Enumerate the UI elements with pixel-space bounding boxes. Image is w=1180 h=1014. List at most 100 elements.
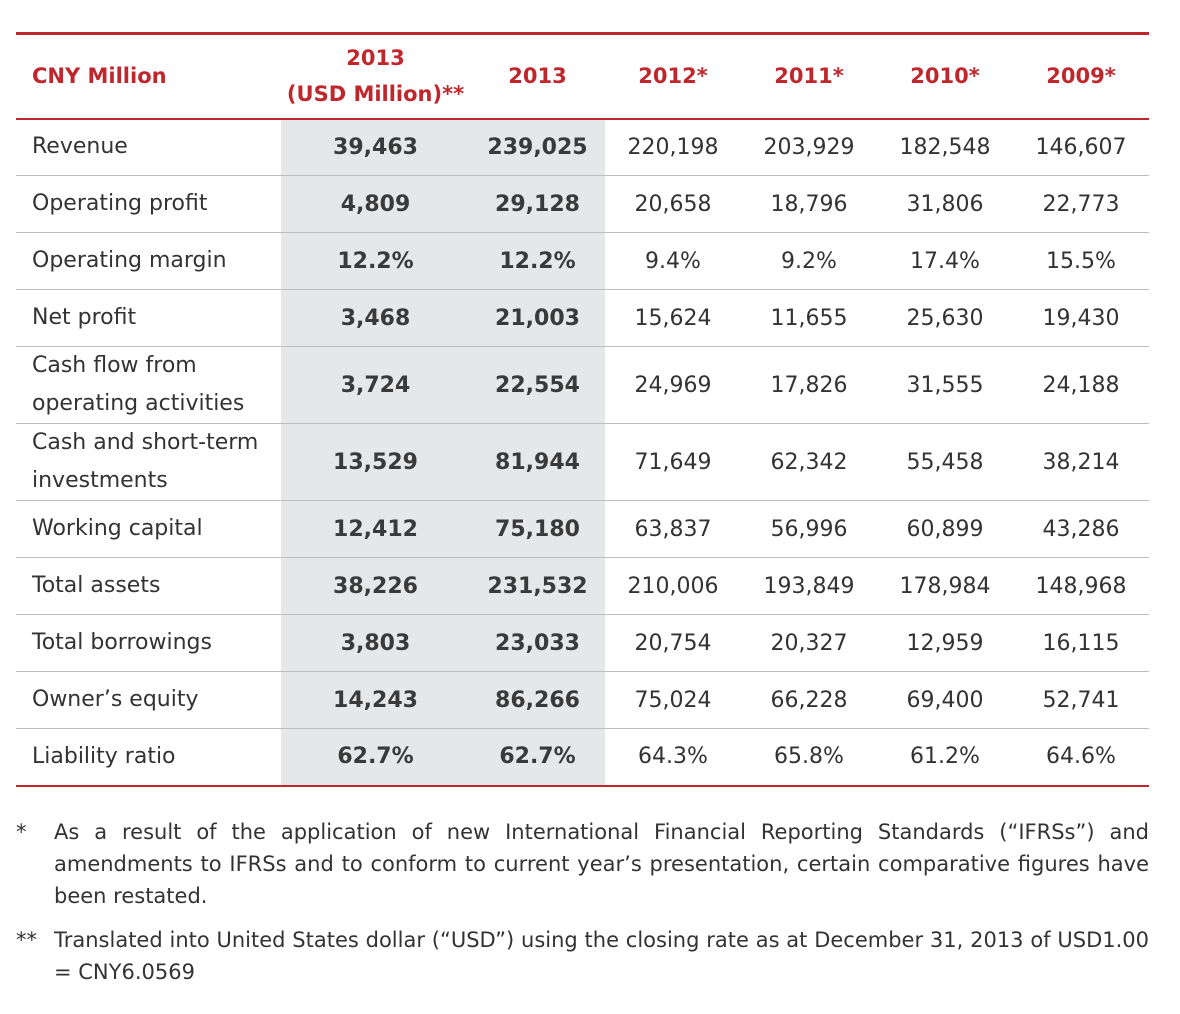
table-row: Cash and short-term investments 13,529 81,… [16,423,1149,501]
cell-value: 11,655 [770,305,848,331]
footnote-mark: ** [16,928,37,952]
header-year-2012: 2012* [638,64,708,89]
header-year-2009: 2009* [1046,64,1116,89]
cell-2013-usd: 3,468 [281,289,470,347]
cell-value: 81,944 [470,423,605,501]
cell-value: 178,984 [899,573,991,599]
cell-2013-usd: 62.7% [281,728,470,786]
cell-2013-usd: 4,809 [281,175,470,233]
financial-summary-table-container: CNY Million 2013 (USD Million)** 2013 20… [16,32,1149,787]
cell-value: 12,959 [906,630,984,656]
cell-2013-usd: 14,243 [281,671,470,729]
table-row: Total assets 38,226 231,532 210,006 193,849 1… [16,557,1149,615]
footnote-mark: * [16,820,27,844]
cell-value: 146,607 [1035,134,1127,160]
footnote-text: As a result of the application of new In… [54,820,1149,908]
cell-value: 75,180 [470,500,605,558]
cell-value: 203,929 [763,134,855,160]
cell-value: 38,214 [1042,449,1120,475]
cell-2013-usd: 3,724 [281,346,470,424]
cell-value: 75,024 [634,687,712,713]
cell-value: 220,198 [627,134,719,160]
row-label: Owner’s equity [32,687,199,712]
row-label: Liability ratio [32,743,176,769]
cell-value: 16,115 [1042,630,1120,656]
cell-value: 20,754 [634,630,712,656]
cell-value: 63,837 [634,516,712,542]
footnote-text: Translated into United States dollar (“U… [54,928,1149,984]
footnotes: * As a result of the application of new … [16,816,1149,1000]
row-label: Net profit [32,305,137,330]
cell-2013-usd: 39,463 [281,118,470,176]
cell-value: 65.8% [774,744,844,770]
cell-value: 62,342 [770,449,848,475]
cell-value: 182,548 [899,134,991,160]
header-2013-usd: 2013 (USD Million)** [281,34,470,119]
table-row: Liability ratio 62.7% 62.7% 64.3% 65.8% 61.2%… [16,728,1149,786]
table-row: Net profit 3,468 21,003 15,624 11,655 25,630 1… [16,289,1149,347]
cell-2013-usd: 12.2% [281,232,470,290]
cell-value: 43,286 [1042,516,1120,542]
row-label: Cash flow from operating activities [32,353,245,416]
cell-value: 9.4% [645,248,701,274]
cell-2013-usd: 3,803 [281,614,470,672]
table-row: Operating profit 4,809 29,128 20,658 18,796 3… [16,175,1149,233]
cell-value: 52,741 [1042,687,1120,713]
cell-value: 15.5% [1046,248,1116,274]
cell-value: 148,968 [1035,573,1127,599]
table-row: Working capital 12,412 75,180 63,837 56,996 6… [16,500,1149,558]
table-body: Revenue 39,463 239,025 220,198 203,929 182,54… [16,118,1149,786]
cell-value: 18,796 [770,191,848,217]
cell-value: 71,649 [634,449,712,475]
row-label: Revenue [32,134,128,160]
cell-value: 29,128 [470,175,605,233]
table-row: Cash flow from operating activities 3,724… [16,346,1149,424]
cell-value: 62.7% [470,728,605,786]
cell-value: 239,025 [470,118,605,176]
cell-value: 9.2% [781,248,837,274]
cell-value: 61.2% [910,744,980,770]
cell-value: 22,773 [1042,191,1120,217]
row-label: Operating margin [32,248,227,273]
cell-value: 31,555 [906,372,984,398]
header-usd-year: 2013 [346,46,405,71]
cell-2013-usd: 38,226 [281,557,470,615]
cell-value: 193,849 [763,573,855,599]
header-year-2013: 2013 [508,64,567,89]
cell-value: 31,806 [906,191,984,217]
cell-value: 15,624 [634,305,712,331]
cell-value: 86,266 [470,671,605,729]
footnote-usd-translation: ** Translated into United States dollar … [16,924,1149,988]
cell-value: 17.4% [910,248,980,274]
cell-value: 12.2% [470,232,605,290]
header-year-2010: 2010* [910,64,980,89]
cell-value: 64.6% [1046,744,1116,770]
cell-value: 24,969 [634,372,712,398]
header-year-2011: 2011* [774,64,844,89]
table-row: Operating margin 12.2% 12.2% 9.4% 9.2% 17.4% 1… [16,232,1149,290]
row-label: Operating profit [32,191,208,216]
row-label: Cash and short-term investments [32,430,259,493]
table-header: CNY Million 2013 (USD Million)** 2013 20… [16,33,1149,119]
cell-value: 19,430 [1042,305,1120,331]
financial-summary-table: CNY Million 2013 (USD Million)** 2013 20… [16,32,1149,787]
cell-2013-usd: 13,529 [281,423,470,501]
cell-value: 21,003 [470,289,605,347]
footnote-restated: * As a result of the application of new … [16,816,1149,912]
row-label: Working capital [32,516,203,541]
header-cny-million: CNY Million [32,64,167,89]
cell-value: 231,532 [470,557,605,615]
table-row: Total borrowings 3,803 23,033 20,754 20,327 1… [16,614,1149,672]
cell-value: 23,033 [470,614,605,672]
table-row: Revenue 39,463 239,025 220,198 203,929 182,54… [16,118,1149,176]
cell-value: 210,006 [627,573,719,599]
cell-value: 25,630 [906,305,984,331]
cell-value: 20,327 [770,630,848,656]
table-row: Owner’s equity 14,243 86,266 75,024 66,228 69… [16,671,1149,729]
cell-value: 24,188 [1042,372,1120,398]
cell-value: 55,458 [906,449,984,475]
header-usd-unit: (USD Million)** [286,82,465,107]
cell-value: 22,554 [470,346,605,424]
cell-value: 56,996 [770,516,848,542]
cell-value: 69,400 [906,687,984,713]
